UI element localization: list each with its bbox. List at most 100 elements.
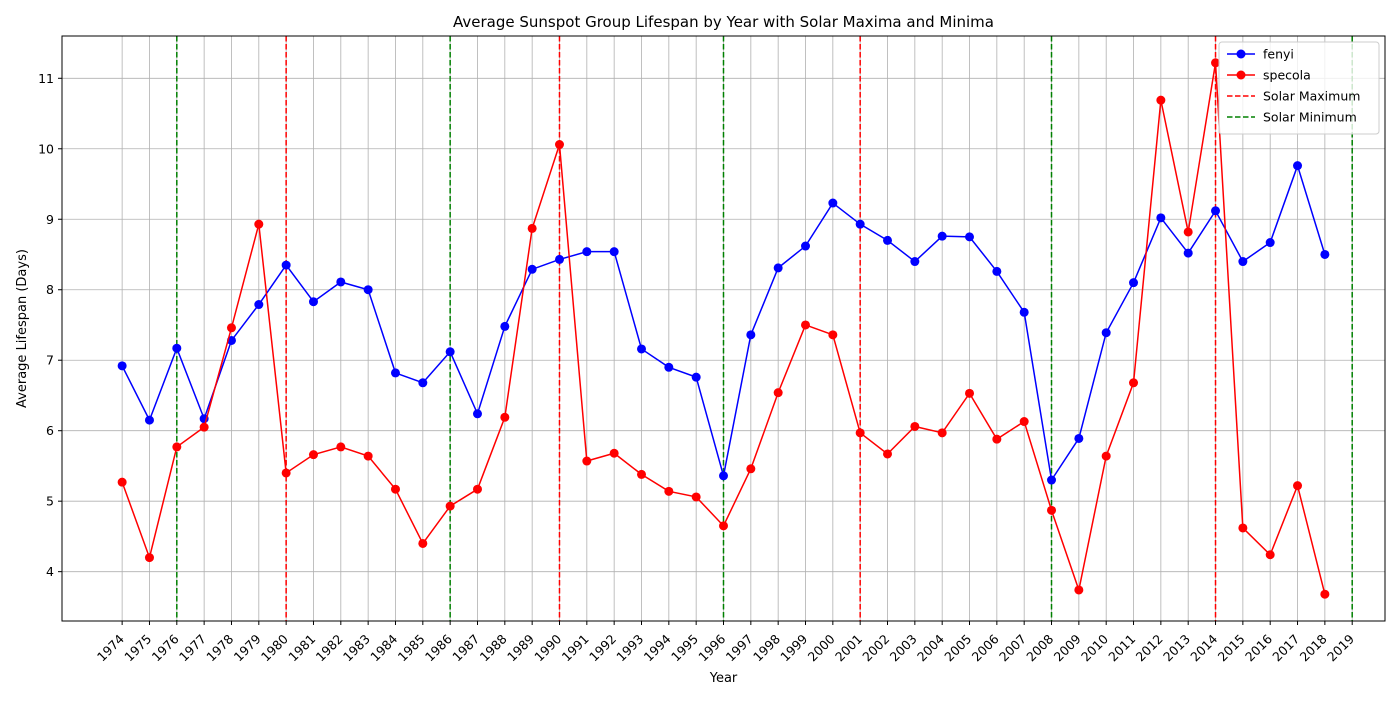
data-point-fenyi [746, 330, 756, 340]
data-point-specola [172, 442, 182, 452]
legend-marker-specola [1236, 70, 1246, 80]
x-tick-label: 2014 [1187, 631, 1220, 664]
data-point-fenyi [254, 300, 264, 310]
data-point-specola [1101, 451, 1111, 461]
y-tick-label: 5 [46, 494, 54, 509]
x-tick-label: 1987 [449, 631, 482, 664]
series-layer [117, 58, 1330, 599]
data-point-specola [226, 323, 236, 333]
data-point-specola [582, 456, 592, 466]
data-point-specola [527, 223, 537, 233]
data-point-specola [554, 140, 564, 150]
data-point-fenyi [965, 232, 975, 242]
data-point-specola [254, 219, 264, 229]
data-point-specola [1183, 227, 1193, 237]
data-point-specola [390, 484, 400, 494]
data-point-specola [472, 484, 482, 494]
x-tick-label: 1982 [313, 631, 346, 664]
data-point-fenyi [636, 344, 646, 354]
data-point-fenyi [472, 409, 482, 419]
data-point-specola [1156, 95, 1166, 105]
x-tick-label: 1984 [367, 631, 400, 664]
data-point-specola [1293, 481, 1303, 491]
data-point-specola [363, 451, 373, 461]
y-tick-label: 4 [46, 564, 54, 579]
y-tick-label: 9 [46, 212, 54, 227]
data-point-fenyi [418, 378, 428, 388]
legend-box [1218, 41, 1380, 135]
data-point-fenyi [609, 247, 619, 257]
data-point-fenyi [363, 285, 373, 295]
data-point-fenyi [937, 231, 947, 241]
data-point-specola [308, 450, 318, 460]
data-point-fenyi [1129, 278, 1139, 288]
data-point-specola [199, 422, 209, 432]
data-point-specola [418, 538, 428, 548]
data-point-specola [445, 501, 455, 511]
data-point-specola [992, 434, 1002, 444]
data-point-fenyi [144, 415, 154, 425]
data-point-specola [336, 442, 346, 452]
x-tick-label: 2000 [805, 631, 838, 664]
data-point-fenyi [390, 368, 400, 378]
data-point-fenyi [664, 362, 674, 372]
x-tick-label: 1995 [668, 631, 701, 664]
data-point-fenyi [445, 347, 455, 357]
data-point-fenyi [1320, 249, 1330, 259]
data-point-specola [500, 412, 510, 422]
data-point-fenyi [500, 321, 510, 331]
x-tick-label: 1986 [422, 631, 455, 664]
y-tick-label: 11 [38, 71, 54, 86]
x-tick-label: 2003 [887, 631, 920, 664]
data-point-specola [144, 553, 154, 563]
data-point-specola [1211, 58, 1221, 68]
data-point-fenyi [172, 343, 182, 353]
data-point-specola [855, 428, 865, 438]
x-tick-label: 1996 [695, 631, 728, 664]
x-tick-label: 1989 [504, 631, 537, 664]
y-tick-label: 8 [46, 282, 54, 297]
x-tick-label: 2006 [969, 631, 1002, 664]
data-point-fenyi [1047, 475, 1057, 485]
data-point-specola [691, 492, 701, 502]
data-point-fenyi [1238, 257, 1248, 267]
x-tick-label: 2009 [1051, 631, 1084, 664]
data-point-specola [1129, 378, 1139, 388]
data-point-specola [117, 477, 127, 487]
x-tick-label: 1998 [750, 631, 783, 664]
data-point-specola [636, 469, 646, 479]
x-tick-label: 2007 [996, 631, 1029, 664]
data-point-specola [1320, 589, 1330, 599]
y-tick-label: 10 [38, 141, 54, 156]
data-point-fenyi [910, 257, 920, 267]
tick-layer: 1974197519761977197819791980198119821983… [38, 71, 1357, 665]
x-tick-label: 2012 [1133, 631, 1166, 664]
data-point-specola [910, 421, 920, 431]
x-tick-label: 2002 [859, 631, 892, 664]
data-point-fenyi [1265, 238, 1275, 248]
data-point-specola [773, 388, 783, 398]
data-point-specola [828, 330, 838, 340]
data-point-specola [281, 468, 291, 478]
x-tick-label: 1980 [258, 631, 291, 664]
data-point-fenyi [1101, 328, 1111, 338]
x-tick-label: 1988 [477, 631, 510, 664]
x-tick-label: 1994 [641, 631, 674, 664]
data-point-specola [1238, 523, 1248, 533]
data-point-specola [965, 388, 975, 398]
data-point-fenyi [582, 247, 592, 257]
data-point-fenyi [554, 254, 564, 264]
data-point-specola [1019, 417, 1029, 427]
x-tick-label: 1981 [285, 631, 318, 664]
x-tick-label: 2001 [832, 631, 865, 664]
data-point-specola [883, 449, 893, 459]
legend: fenyi specola Solar Maximum Solar Minimum [1218, 41, 1380, 135]
x-tick-label: 1990 [531, 631, 564, 664]
x-tick-label: 2016 [1242, 631, 1275, 664]
data-point-fenyi [1211, 206, 1221, 216]
data-point-fenyi [801, 241, 811, 251]
data-point-fenyi [992, 266, 1002, 276]
legend-label: Solar Maximum [1263, 89, 1360, 104]
